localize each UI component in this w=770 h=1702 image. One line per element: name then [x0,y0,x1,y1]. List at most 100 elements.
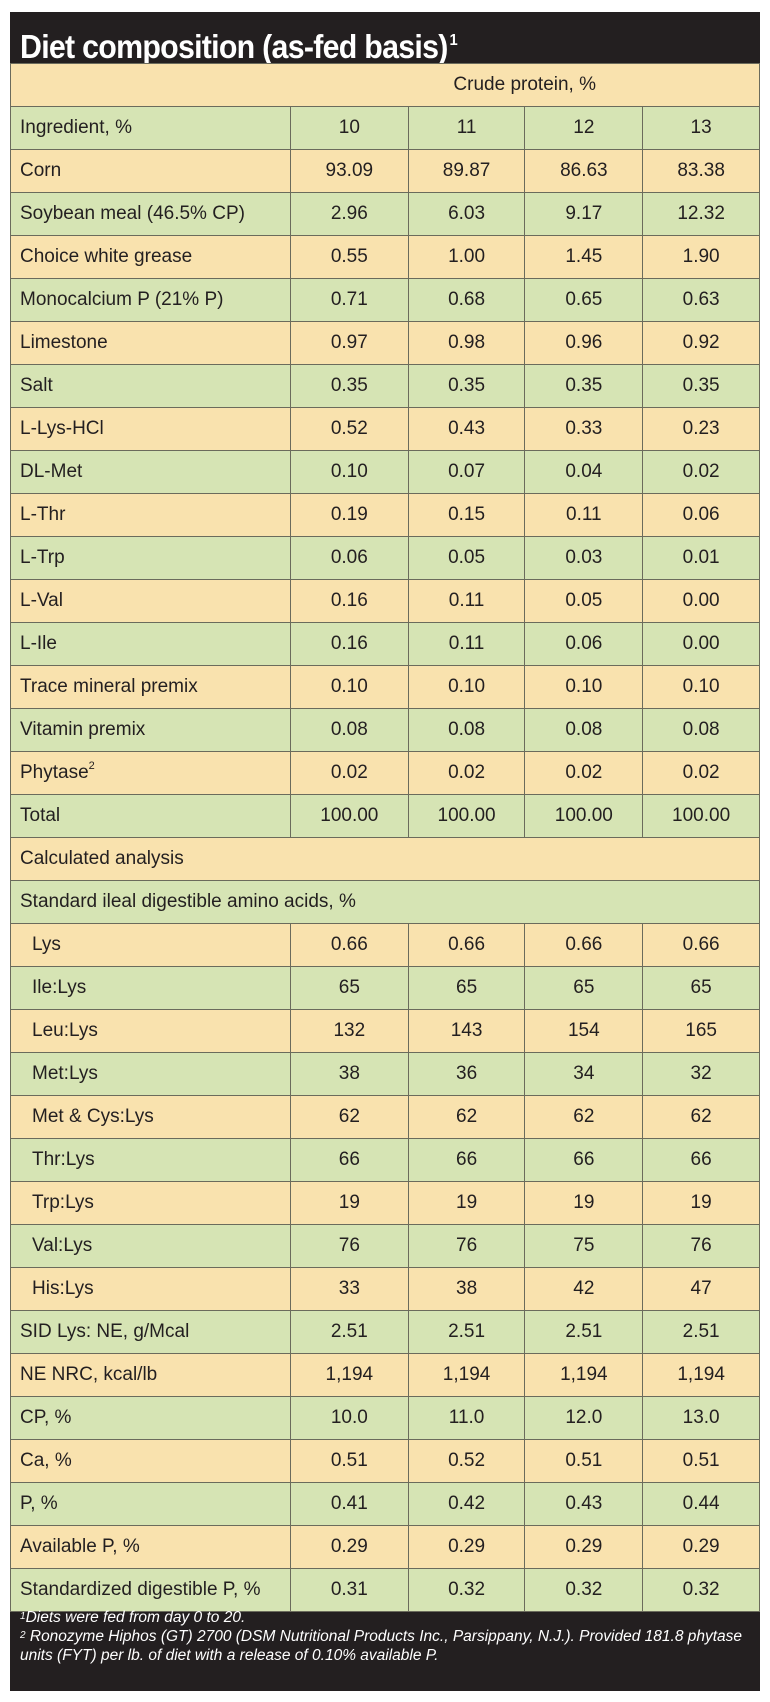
row-label: P, % [10,1482,291,1526]
column-header-cp-10: 10 [289,106,409,150]
amino-acid-row: Trp:Lys 19 19 19 19 [10,1181,760,1225]
calculated-analysis-row: Calculated analysis [10,837,760,881]
value-cell: 0.07 [407,450,526,494]
column-header-cp-13: 13 [642,106,760,150]
value-cell: 0.32 [407,1568,526,1612]
value-cell: 0.08 [407,708,526,752]
value-cell: 0.29 [524,1525,644,1569]
title-footnote-marker: 1 [449,32,457,49]
ingredient-row: L-Ile 0.16 0.11 0.06 0.00 [10,622,760,666]
value-cell: 0.32 [642,1568,760,1612]
value-cell: 0.65 [524,278,644,322]
ingredient-header: Ingredient, % [10,106,291,150]
value-cell: 13.0 [642,1396,760,1440]
value-cell: 154 [524,1009,644,1053]
footnote-2-text: Ronozyme Hiphos (GT) 2700 (DSM Nutrition… [20,1628,743,1664]
row-label: Soybean meal (46.5% CP) [10,192,291,236]
value-cell: 66 [407,1138,526,1182]
row-label: Val:Lys [10,1224,291,1268]
value-cell: 0.35 [407,364,526,408]
amino-acid-row: Met & Cys:Lys 62 62 62 62 [10,1095,760,1139]
ingredient-row: Vitamin premix 0.08 0.08 0.08 0.08 [10,708,760,752]
value-cell: 0.29 [289,1525,409,1569]
row-label-text: L-Ile [20,633,57,654]
value-cell: 34 [524,1052,644,1096]
value-cell: 0.52 [289,407,409,451]
value-cell: 0.02 [289,751,409,795]
footnote-1-text: Diets were fed from day 0 to 20. [25,1609,246,1626]
value-cell: 0.00 [642,579,760,623]
value-cell: 100.00 [407,794,526,838]
sid-amino-acids-heading: Standard ileal digestible amino acids, % [10,880,760,924]
row-label: DL-Met [10,450,291,494]
value-cell: 76 [289,1224,409,1268]
value-cell: 12.0 [524,1396,644,1440]
value-cell: 66 [289,1138,409,1182]
value-cell: 0.92 [642,321,760,365]
row-label-text: L-Val [20,590,63,611]
value-cell: 76 [407,1224,526,1268]
row-label-text: Phytase [20,762,89,783]
row-label-text: Leu:Lys [32,1020,98,1041]
value-cell: 0.23 [642,407,760,451]
value-cell: 143 [407,1009,526,1053]
value-cell: 36 [407,1052,526,1096]
header-columns-row: Ingredient, % 10 11 12 13 [10,106,760,150]
value-cell: 0.97 [289,321,409,365]
value-cell: 89.87 [407,149,526,193]
row-label-text: Choice white grease [20,246,193,267]
ingredient-row: Phytase2 0.02 0.02 0.02 0.02 [10,751,760,795]
value-cell: 0.55 [289,235,409,279]
value-cell: 0.66 [642,923,760,967]
row-label-text: L-Thr [20,504,66,525]
row-label-text: Monocalcium P (21% P) [20,289,224,310]
row-label: CP, % [10,1396,291,1440]
value-cell: 62 [524,1095,644,1139]
value-cell: 0.98 [407,321,526,365]
row-label-text: His:Lys [32,1278,94,1299]
footnote-marker: 2 [88,760,95,772]
value-cell: 100.00 [642,794,760,838]
value-cell: 0.02 [642,751,760,795]
row-label-text: CP, % [20,1407,72,1428]
value-cell: 0.02 [407,751,526,795]
analysis-row: Available P, % 0.29 0.29 0.29 0.29 [10,1525,760,1569]
header-blank-cell [10,63,291,107]
value-cell: 0.32 [524,1568,644,1612]
value-cell: 19 [289,1181,409,1225]
sid-amino-acids-row: Standard ileal digestible amino acids, % [10,880,760,924]
row-label: His:Lys [10,1267,291,1311]
value-cell: 47 [642,1267,760,1311]
row-label: Phytase2 [10,751,291,795]
value-cell: 0.29 [407,1525,526,1569]
row-label-text: Trace mineral premix [20,676,198,697]
amino-acid-row: Lys 0.66 0.66 0.66 0.66 [10,923,760,967]
amino-acid-row: Val:Lys 76 76 75 76 [10,1224,760,1268]
value-cell: 0.63 [642,278,760,322]
value-cell: 38 [289,1052,409,1096]
row-label: Leu:Lys [10,1009,291,1053]
row-label-text: SID Lys: NE, g/Mcal [20,1321,190,1342]
row-label-text: L-Lys-HCl [20,418,104,439]
value-cell: 0.10 [642,665,760,709]
ingredient-row: DL-Met 0.10 0.07 0.04 0.02 [10,450,760,494]
column-header-cp-12: 12 [524,106,644,150]
value-cell: 1.45 [524,235,644,279]
value-cell: 1.90 [642,235,760,279]
value-cell: 9.17 [524,192,644,236]
ingredient-row: Salt 0.35 0.35 0.35 0.35 [10,364,760,408]
value-cell: 10.0 [289,1396,409,1440]
value-cell: 76 [642,1224,760,1268]
value-cell: 1,194 [642,1353,760,1397]
value-cell: 62 [642,1095,760,1139]
row-label: NE NRC, kcal/lb [10,1353,291,1397]
row-label-text: Limestone [20,332,108,353]
row-label: Corn [10,149,291,193]
row-label: Monocalcium P (21% P) [10,278,291,322]
value-cell: 0.41 [289,1482,409,1526]
ingredient-row: L-Val 0.16 0.11 0.05 0.00 [10,579,760,623]
value-cell: 0.10 [289,450,409,494]
row-label: Limestone [10,321,291,365]
row-label-text: Vitamin premix [20,719,146,740]
analysis-row: CP, % 10.0 11.0 12.0 13.0 [10,1396,760,1440]
